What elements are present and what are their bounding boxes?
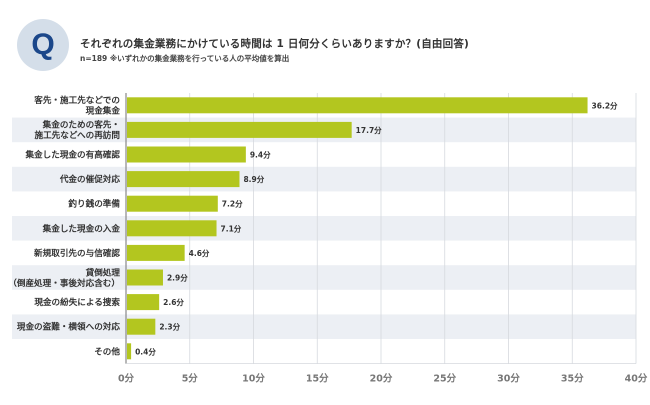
category-label: 集金した現金の有高確認 (24, 149, 120, 161)
value-label: 9.4分 (250, 150, 271, 160)
tick-label: 10分 (242, 373, 265, 385)
category-label: 新規取引先の与信確認 (34, 247, 120, 259)
tick-label: 20分 (370, 373, 393, 385)
category-label-line: 集金した現金の入金 (42, 222, 121, 234)
value-labels: 36.2分 17.7分 9.4分 8.9分 7.2分 7.1分 4.6分 2.9分 2.6分 2.… (135, 100, 618, 356)
category-label-line: 客先・施工先などでの (33, 94, 120, 106)
value-label: 17.7分 (356, 125, 383, 135)
value-label: 0.4分 (135, 346, 156, 356)
bar (127, 269, 163, 286)
category-label-line: 新規取引先の与信確認 (34, 247, 120, 259)
tick-label: 5分 (182, 373, 199, 385)
category-label: 集金のための客先・施工先などへの再訪問 (34, 119, 120, 141)
value-label: 36.2分 (592, 100, 619, 110)
bar (127, 343, 132, 360)
category-label: 現金の紛失による捜索 (34, 296, 120, 308)
row-band (12, 216, 636, 241)
category-label: 貸倒処理（倒産処理・事後対応含む） (8, 266, 120, 289)
bar (127, 97, 588, 114)
value-label: 2.9分 (167, 273, 188, 283)
category-label-line: 代金の催促対応 (59, 173, 121, 185)
category-label-line: 集金した現金の有高確認 (24, 149, 120, 161)
category-labels: 客先・施工先などでの現金集金集金のための客先・施工先などへの再訪問集金した現金の… (8, 94, 120, 357)
question-badge: Q (17, 19, 69, 71)
category-label-line: 施工先などへの再訪問 (34, 129, 120, 141)
value-label: 7.1分 (221, 223, 242, 233)
bar (127, 121, 352, 138)
bars (127, 97, 588, 360)
tick-label: 0分 (118, 373, 135, 385)
tick-label: 40分 (625, 373, 648, 385)
question-title: それぞれの集金業務にかけている時間は 1 日何分くらいありますか？(自由回答) (80, 38, 470, 50)
row-band (12, 265, 636, 290)
row-band (12, 314, 636, 339)
category-label-line: （倒産処理・事後対応含む） (8, 277, 120, 289)
bar (127, 244, 185, 261)
category-label: 釣り銭の準備 (68, 198, 120, 210)
category-label-line: 現金の紛失による捜索 (34, 296, 120, 308)
category-label-line: 現金集金 (86, 105, 121, 117)
value-label: 7.2分 (222, 199, 243, 209)
value-label: 4.6分 (189, 248, 210, 258)
bar (127, 146, 246, 163)
row-band (12, 166, 636, 192)
question-badge-letter: Q (31, 28, 55, 61)
row-bands (12, 117, 636, 339)
tick-label: 35分 (561, 373, 584, 385)
bar (127, 220, 217, 237)
category-label-line: 現金の盗難・横領への対応 (17, 321, 121, 333)
bar (127, 318, 156, 335)
value-label: 8.9分 (243, 174, 264, 184)
x-axis-ticks: 0分 5分 10分 15分 20分 25分 30分 35分 40分 (118, 373, 648, 385)
category-label: 集金した現金の入金 (42, 222, 121, 234)
category-label: 現金の盗難・横領への対応 (17, 321, 121, 333)
tick-label: 25分 (433, 373, 456, 385)
category-label-line: その他 (94, 345, 120, 357)
tick-label: 15分 (306, 373, 329, 385)
value-label: 2.3分 (159, 322, 180, 332)
category-label: その他 (94, 345, 120, 357)
category-label-line: 貸倒処理 (86, 266, 121, 278)
question-subtitle: n=189 ※いずれかの集金業務を行っている人の平均値を算出 (80, 54, 290, 63)
category-label-line: 集金のための客先・ (42, 119, 120, 131)
category-label: 客先・施工先などでの現金集金 (33, 94, 120, 117)
category-label-line: 釣り銭の準備 (68, 198, 120, 210)
bar (127, 195, 218, 212)
tick-label: 30分 (497, 373, 520, 385)
bar (127, 294, 160, 311)
bar (127, 171, 240, 188)
value-label: 2.6分 (163, 297, 184, 307)
category-label: 代金の催促対応 (59, 173, 121, 185)
